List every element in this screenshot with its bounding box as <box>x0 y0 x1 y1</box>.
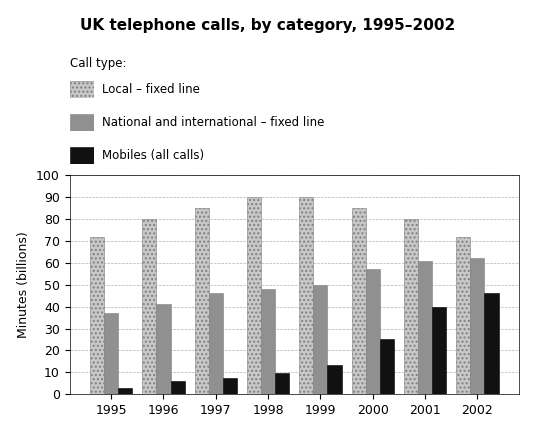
Bar <box>104 313 118 394</box>
Bar <box>432 307 446 394</box>
Bar <box>380 339 394 394</box>
Text: Call type:: Call type: <box>70 57 126 70</box>
Bar <box>365 269 380 394</box>
Bar <box>351 208 365 394</box>
Bar <box>118 388 132 394</box>
Bar <box>484 293 499 394</box>
Text: Mobiles (all calls): Mobiles (all calls) <box>102 149 204 162</box>
Bar <box>261 289 275 394</box>
Text: Local – fixed line: Local – fixed line <box>102 83 200 96</box>
Bar <box>404 219 418 394</box>
Bar <box>299 197 314 394</box>
Text: UK telephone calls, by category, 1995–2002: UK telephone calls, by category, 1995–20… <box>80 18 455 32</box>
Y-axis label: Minutes (billions): Minutes (billions) <box>18 231 30 338</box>
Bar <box>142 219 156 394</box>
Bar <box>456 237 470 394</box>
Bar <box>470 258 484 394</box>
Bar <box>171 381 185 394</box>
Bar <box>195 208 209 394</box>
Bar <box>209 293 223 394</box>
Bar <box>314 285 327 394</box>
Bar <box>223 378 237 394</box>
Bar <box>327 364 341 394</box>
Text: National and international – fixed line: National and international – fixed line <box>102 116 324 129</box>
Bar <box>90 237 104 394</box>
Bar <box>156 304 171 394</box>
Bar <box>247 197 261 394</box>
Bar <box>275 373 289 394</box>
Bar <box>418 261 432 394</box>
